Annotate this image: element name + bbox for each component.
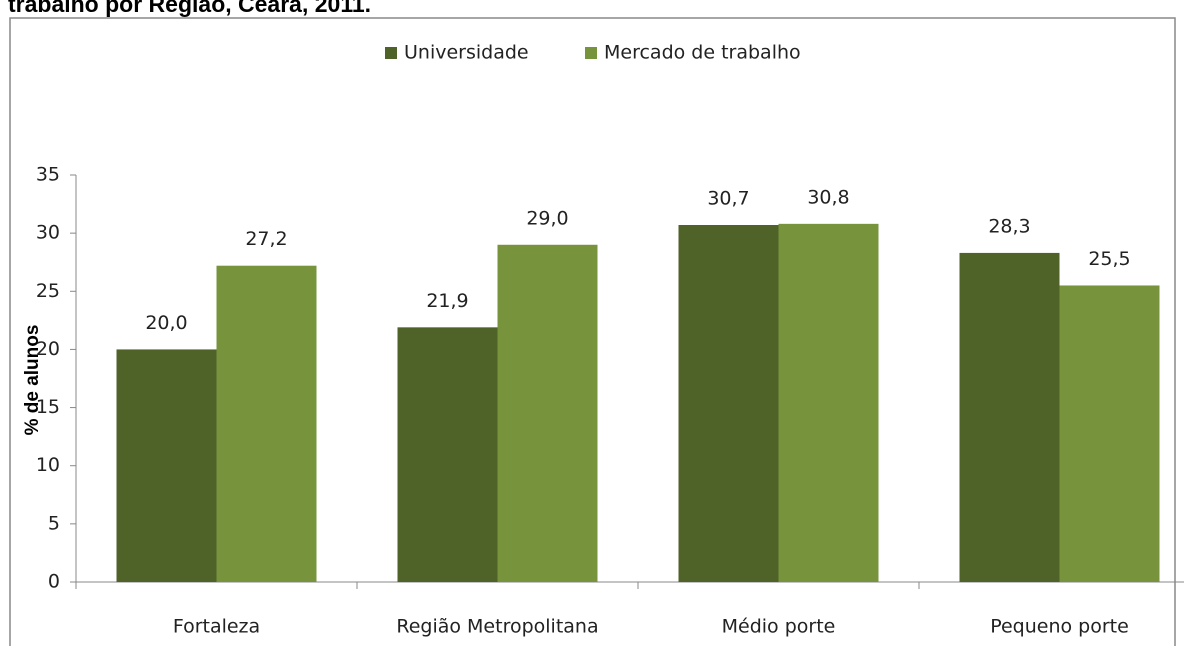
- bar: [116, 349, 217, 582]
- value-label: 25,5: [1088, 248, 1130, 270]
- bar: [216, 265, 317, 582]
- y-tick-label: 10: [36, 454, 60, 476]
- y-tick-label: 20: [36, 338, 60, 360]
- bar: [778, 223, 879, 582]
- legend-label: Mercado de trabalho: [604, 42, 801, 64]
- legend-swatch: [585, 47, 597, 59]
- chart-title: trabalho por Região, Ceará, 2011.: [8, 0, 371, 17]
- legend-label: Universidade: [404, 42, 529, 64]
- bar: [497, 244, 598, 582]
- value-label: 27,2: [245, 228, 287, 250]
- value-label: 20,0: [145, 312, 187, 334]
- value-label: 30,7: [707, 188, 749, 210]
- bar: [1059, 285, 1160, 582]
- y-tick-label: 30: [36, 222, 60, 244]
- value-label: 30,8: [807, 186, 849, 208]
- x-tick-label: Médio porte: [722, 616, 836, 638]
- y-tick-label: 35: [36, 164, 60, 186]
- y-tick-label: 25: [36, 280, 60, 302]
- bar: [397, 327, 498, 582]
- x-tick-label: Fortaleza: [173, 616, 260, 638]
- y-tick-label: 0: [48, 571, 60, 593]
- y-axis-label: % de alunos: [22, 325, 43, 436]
- bar: [959, 252, 1060, 582]
- x-tick-label: Pequeno porte: [990, 616, 1129, 638]
- value-label: 21,9: [426, 290, 468, 312]
- x-tick-label: Região Metropolitana: [396, 616, 598, 638]
- value-label: 29,0: [526, 207, 568, 229]
- chart-frame: [9, 17, 1176, 646]
- legend-swatch: [385, 47, 397, 59]
- bar: [678, 225, 779, 582]
- value-label: 28,3: [988, 215, 1030, 237]
- y-tick-label: 5: [48, 512, 60, 534]
- y-tick-label: 15: [36, 396, 60, 418]
